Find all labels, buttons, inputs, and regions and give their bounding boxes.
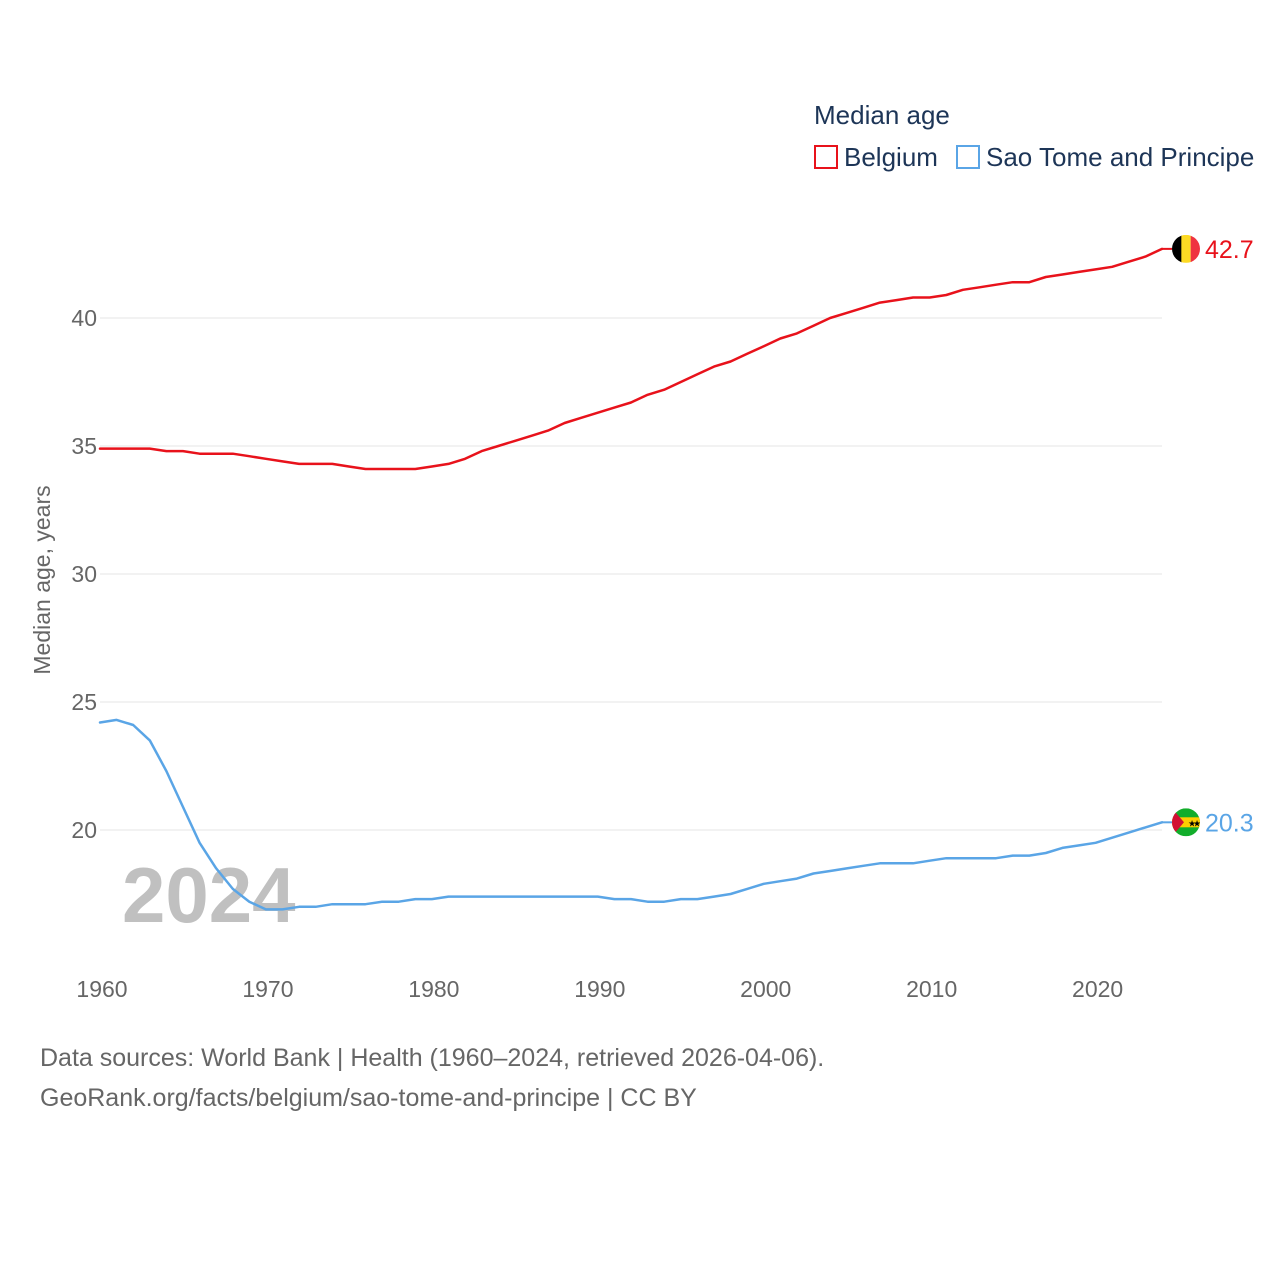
- x-axis-ticks: 1960 1970 1980 1990 2000 2010 2020: [76, 976, 1123, 1002]
- x-tick-label-1980: 1980: [408, 976, 459, 1002]
- x-tick-label-2020: 2020: [1072, 976, 1123, 1002]
- footer-data-sources: Data sources: World Bank | Health (1960–…: [40, 1044, 825, 1072]
- y-tick-label-35: 35: [71, 433, 97, 459]
- y-tick-label-30: 30: [71, 561, 97, 587]
- legend-label-sao-tome: Sao Tome and Principe: [986, 142, 1254, 172]
- year-watermark: 2024: [122, 851, 296, 939]
- footer-source-link[interactable]: GeoRank.org/facts/belgium/sao-tome-and-p…: [40, 1084, 697, 1112]
- series-line-sao-tome[interactable]: [98, 718, 1164, 911]
- grid-layer: [100, 317, 1162, 831]
- belgium-end-value: 42.7: [1205, 236, 1254, 264]
- legend-swatch-belgium: [814, 145, 838, 169]
- x-tick-label-1990: 1990: [574, 976, 625, 1002]
- y-tick-label-40: 40: [71, 305, 97, 331]
- legend-item-belgium[interactable]: Belgium: [814, 142, 938, 172]
- x-tick-label-1970: 1970: [242, 976, 293, 1002]
- svg-text:★: ★: [1188, 819, 1196, 829]
- sao-tome-end-value: 20.3: [1205, 809, 1254, 837]
- x-tick-label-2000: 2000: [740, 976, 791, 1002]
- x-tick-label-1960: 1960: [76, 976, 127, 1002]
- sao-tome-flag-icon: ★ ★: [1172, 808, 1201, 837]
- series-line-belgium[interactable]: [98, 247, 1164, 471]
- y-tick-label-25: 25: [71, 689, 97, 715]
- y-axis-label: Median age, years: [29, 485, 55, 674]
- legend-label-belgium: Belgium: [844, 142, 938, 172]
- y-tick-label-20: 20: [71, 817, 97, 843]
- x-tick-label-2010: 2010: [906, 976, 957, 1002]
- belgium-flag-icon: [1172, 234, 1200, 263]
- legend-item-sao-tome[interactable]: Sao Tome and Principe: [956, 142, 1254, 172]
- legend-swatch-sao-tome: [956, 145, 980, 169]
- y-axis-ticks: 20 25 30 35 40: [71, 305, 97, 843]
- series-layer: [98, 247, 1172, 911]
- legend-title: Median age: [814, 100, 950, 130]
- legend: Median age Belgium Sao Tome and Principe: [814, 100, 1254, 172]
- svg-text:★: ★: [1193, 819, 1201, 829]
